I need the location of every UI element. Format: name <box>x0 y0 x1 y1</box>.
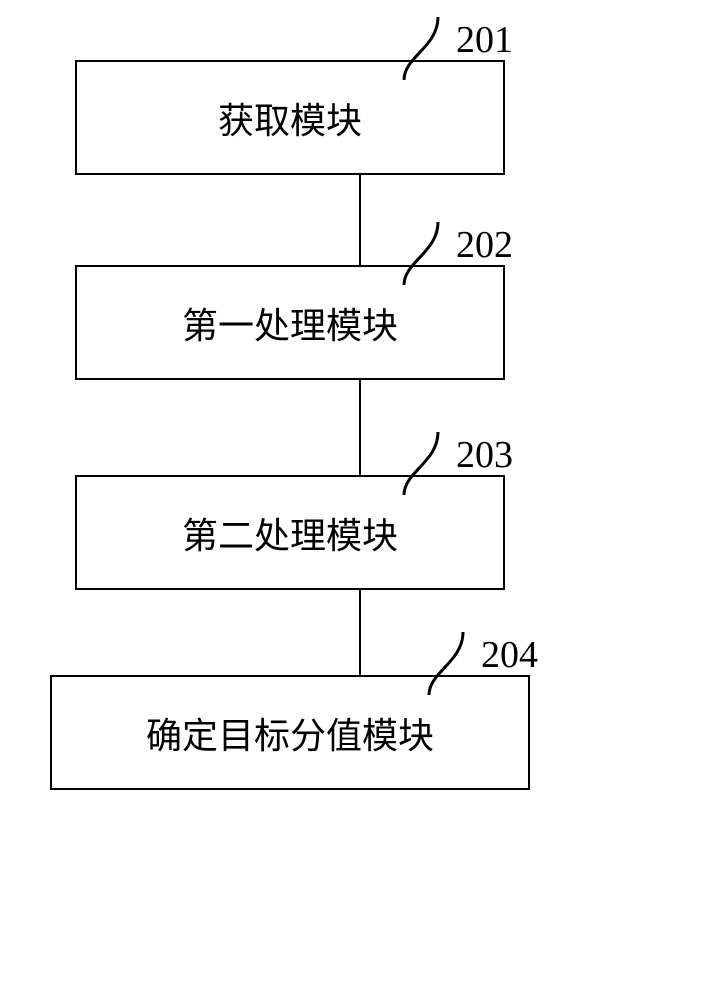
label-number: 204 <box>481 633 538 677</box>
curve-icon <box>396 427 446 497</box>
curve-icon <box>421 627 471 697</box>
box-text: 获取模块 <box>218 92 362 144</box>
label-number: 203 <box>456 433 513 477</box>
flowchart-container: 获取模块 201 第一处理模块 202 第二处理模块 <box>50 60 670 790</box>
label-wrap-202: 202 <box>396 217 513 287</box>
label-wrap-204: 204 <box>421 627 538 697</box>
box-first-processing-module: 第一处理模块 202 <box>75 265 505 380</box>
label-wrap-203: 203 <box>396 427 513 497</box>
box-target-score-module: 确定目标分值模块 204 <box>50 675 530 790</box>
node-row-3: 第二处理模块 203 <box>50 475 670 590</box>
box-text: 确定目标分值模块 <box>146 707 434 759</box>
label-number: 202 <box>456 223 513 267</box>
label-wrap-201: 201 <box>396 12 513 82</box>
box-second-processing-module: 第二处理模块 203 <box>75 475 505 590</box>
box-text: 第二处理模块 <box>182 507 398 559</box>
node-row-1: 获取模块 201 <box>50 60 670 175</box>
curve-icon <box>396 217 446 287</box>
connector-2 <box>359 380 361 475</box>
node-row-4: 确定目标分值模块 204 <box>50 675 670 790</box>
box-acquisition-module: 获取模块 201 <box>75 60 505 175</box>
box-text: 第一处理模块 <box>182 297 398 349</box>
connector-1 <box>359 175 361 265</box>
label-number: 201 <box>456 18 513 62</box>
connector-3 <box>359 590 361 675</box>
node-row-2: 第一处理模块 202 <box>50 265 670 380</box>
curve-icon <box>396 12 446 82</box>
